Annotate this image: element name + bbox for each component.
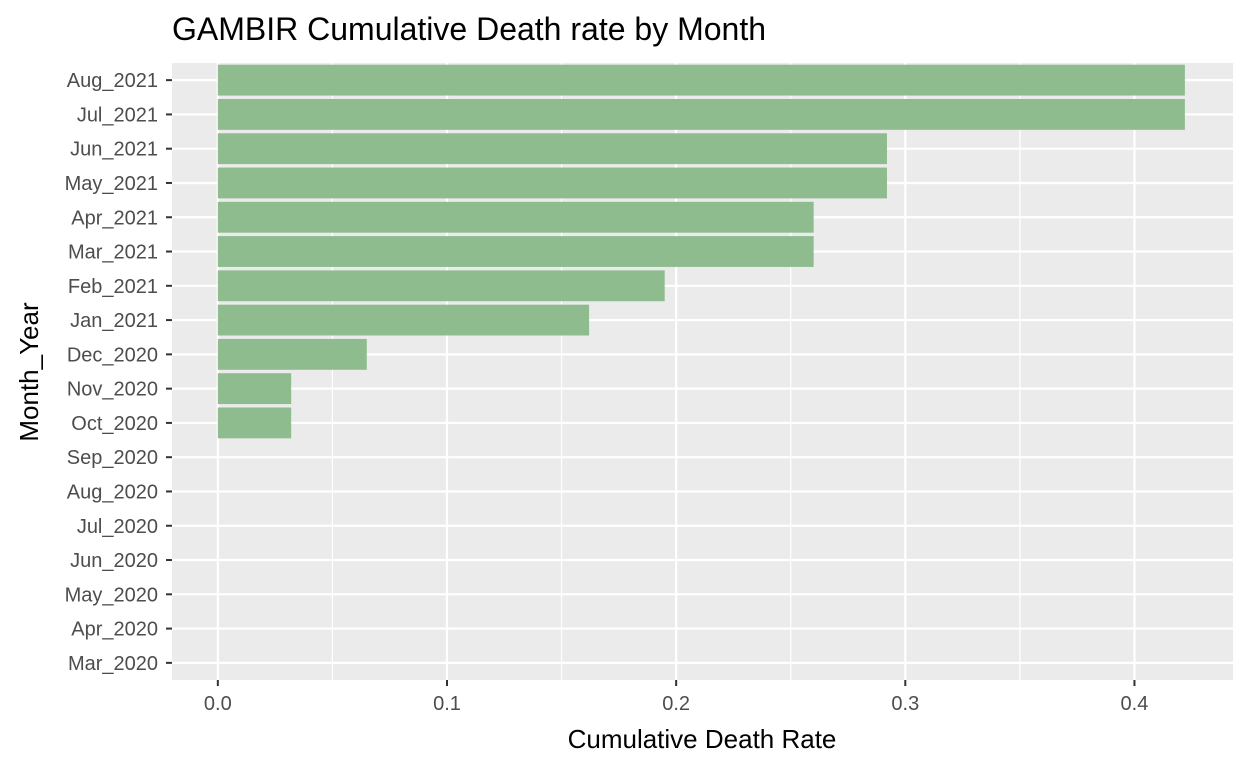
plot-panel — [172, 63, 1233, 680]
bar — [217, 133, 887, 165]
y-tick-label: Nov_2020 — [67, 379, 158, 401]
y-tick-label: May_2020 — [65, 584, 158, 606]
y-tick-label: Mar_2021 — [68, 242, 158, 264]
y-tick-label: Oct_2020 — [71, 413, 158, 435]
bar — [217, 98, 1185, 130]
x-axis: 0.0 0.1 0.2 0.3 0.4 — [204, 680, 1148, 715]
bar — [217, 236, 814, 267]
x-tick-label: 0.1 — [433, 693, 461, 715]
y-tick-label: Apr_2021 — [71, 207, 158, 229]
bars — [217, 64, 1185, 439]
y-tick-label: Jul_2020 — [77, 516, 158, 538]
bar — [217, 304, 590, 336]
x-axis-title: Cumulative Death Rate — [568, 724, 837, 754]
y-tick-label: Jun_2021 — [70, 139, 158, 161]
y-tick-label: Apr_2020 — [71, 619, 158, 641]
x-tick-label: 0.4 — [1121, 693, 1149, 715]
y-axis-title: Month_Year — [14, 302, 44, 442]
y-tick-label: Jun_2020 — [70, 550, 158, 572]
x-tick-label: 0.0 — [204, 693, 232, 715]
y-tick-label: Jan_2021 — [70, 310, 158, 332]
x-tick-label: 0.2 — [662, 693, 690, 715]
y-tick-label: Feb_2021 — [68, 276, 158, 298]
bar — [217, 201, 814, 233]
y-tick-label: Sep_2020 — [67, 447, 158, 469]
bar — [217, 270, 665, 302]
bar — [217, 167, 887, 199]
y-tick-label: Dec_2020 — [67, 344, 158, 366]
chart-title: GAMBIR Cumulative Death rate by Month — [172, 11, 766, 47]
bar — [217, 338, 367, 370]
bar — [217, 64, 1185, 96]
y-tick-label: Aug_2020 — [67, 481, 158, 503]
y-tick-label: Mar_2020 — [68, 653, 158, 675]
y-tick-label: May_2021 — [65, 173, 158, 195]
bar — [217, 373, 292, 405]
x-tick-label: 0.3 — [891, 693, 919, 715]
y-axis: Mar_2020 Apr_2020 May_2020 Jun_2020 Jul_2020… — [65, 70, 172, 675]
bar — [217, 407, 292, 439]
y-tick-label: Aug_2021 — [67, 70, 158, 92]
y-tick-label: Jul_2021 — [77, 104, 158, 126]
